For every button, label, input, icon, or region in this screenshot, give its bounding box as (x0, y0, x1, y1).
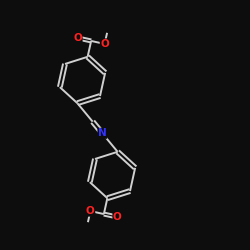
Text: N: N (98, 128, 107, 138)
Text: O: O (73, 33, 82, 43)
Text: O: O (86, 206, 95, 216)
Text: O: O (100, 39, 109, 49)
Text: O: O (113, 212, 122, 222)
